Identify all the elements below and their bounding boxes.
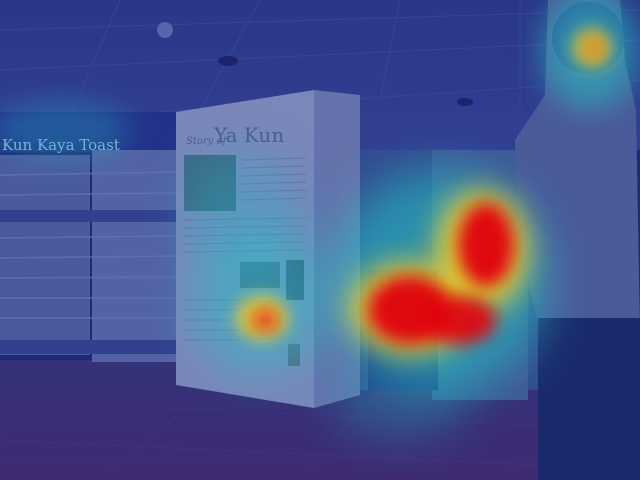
- ceiling-light: [457, 98, 473, 106]
- panel-heading-large: Ya Kun: [213, 123, 284, 147]
- heat-hot: [586, 38, 602, 58]
- heat-halo: [330, 360, 470, 440]
- roller-shutter: [0, 155, 90, 355]
- heatmap-layer: [0, 0, 640, 440]
- shutter-stripe: [0, 340, 178, 354]
- heat-hot: [458, 203, 514, 287]
- heat-hot: [424, 296, 496, 344]
- panel-heading-small: Story of: [186, 136, 229, 147]
- person-trousers: [538, 318, 640, 480]
- shutter-stripe: [0, 210, 178, 222]
- heat-halo: [180, 150, 300, 270]
- ceiling-light: [218, 56, 238, 66]
- heat-hot: [253, 310, 277, 330]
- ceiling-light: [157, 22, 173, 38]
- heat-halo: [0, 100, 130, 160]
